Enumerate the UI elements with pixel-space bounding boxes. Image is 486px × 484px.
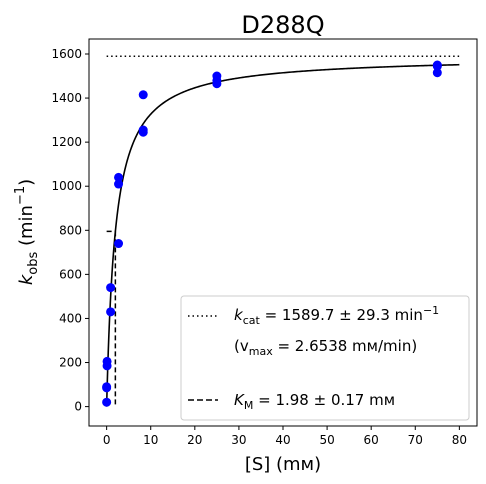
legend-kcat-entry: kcat = 1589.7 ± 29.3 min−1: [234, 304, 439, 327]
data-point: [212, 71, 222, 81]
y-axis-label: kobs (min−1): [13, 179, 41, 285]
data-point: [138, 125, 148, 135]
y-axis-ticks: 0 200 400 600 800 1000 1200 1400 1600: [51, 47, 89, 414]
data-point: [102, 397, 112, 407]
legend-box: [180, 295, 470, 421]
y-tick-label: 600: [59, 267, 82, 281]
y-tick-label: 200: [59, 356, 82, 370]
x-tick-label: 20: [187, 433, 202, 447]
x-tick-label: 10: [143, 433, 158, 447]
legend-km-entry: KM = 1.98 ± 0.17 mм: [234, 391, 395, 412]
legend-vmax-entry: (vmax = 2.6538 mм/min): [234, 337, 417, 358]
legend: kcat = 1589.7 ± 29.3 min−1 (vmax = 2.653…: [180, 295, 470, 421]
x-tick-label: 0: [103, 433, 111, 447]
data-point: [114, 239, 124, 249]
fit-curve: [105, 63, 460, 407]
y-tick-label: 1400: [51, 91, 82, 105]
x-tick-label: 50: [319, 433, 334, 447]
data-point: [432, 60, 442, 70]
fit-lines: [105, 55, 460, 407]
x-axis-ticks: 0 10 20 30 40 50 60 70 80: [103, 426, 467, 447]
y-tick-label: 1200: [51, 135, 82, 149]
data-point: [114, 172, 124, 182]
data-point: [102, 382, 112, 392]
x-tick-label: 80: [452, 433, 467, 447]
y-tick-label: 0: [74, 400, 82, 414]
x-axis-label: [S] (mм): [245, 454, 321, 475]
y-tick-label: 1600: [51, 47, 82, 61]
y-tick-label: 400: [59, 311, 82, 325]
plot-area: 0 10 20 30 40 50 60 70 80 0 200 400 600 800 1000 1200 1…: [51, 38, 478, 447]
y-tick-label: 1000: [51, 179, 82, 193]
x-tick-label: 60: [364, 433, 379, 447]
data-point: [106, 307, 116, 317]
data-point: [432, 68, 442, 78]
data-points: [102, 60, 442, 407]
x-tick-label: 70: [408, 433, 423, 447]
data-point: [138, 90, 148, 100]
data-point: [106, 283, 116, 293]
x-tick-label: 40: [275, 433, 290, 447]
x-tick-label: 30: [231, 433, 246, 447]
chart-title: D288Q: [241, 11, 324, 39]
data-point: [114, 179, 124, 189]
data-point: [102, 356, 112, 366]
y-tick-label: 800: [59, 223, 82, 237]
